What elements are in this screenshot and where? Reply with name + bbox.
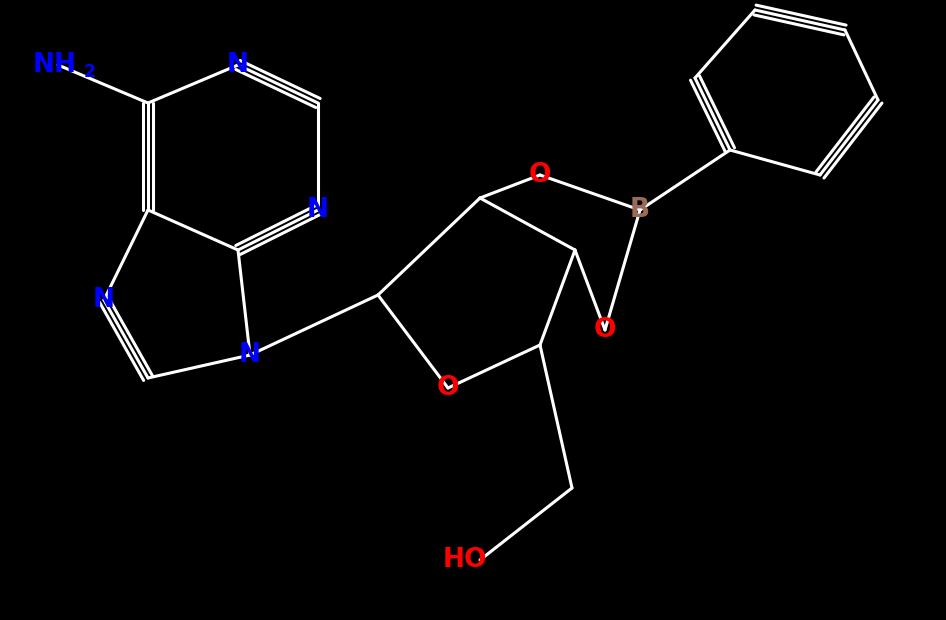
- Text: B: B: [630, 197, 650, 223]
- Text: NH: NH: [33, 52, 77, 78]
- Text: HO: HO: [443, 547, 487, 573]
- Text: O: O: [437, 375, 459, 401]
- Text: N: N: [227, 52, 249, 78]
- Text: N: N: [239, 342, 261, 368]
- Text: N: N: [93, 287, 115, 313]
- Text: N: N: [307, 197, 329, 223]
- Text: O: O: [594, 317, 616, 343]
- Text: O: O: [529, 162, 552, 188]
- Text: 2: 2: [84, 63, 96, 81]
